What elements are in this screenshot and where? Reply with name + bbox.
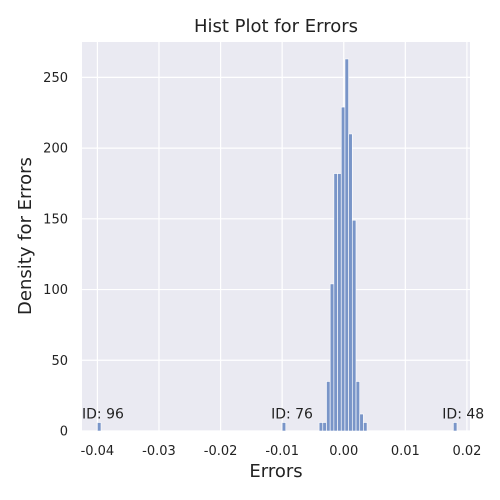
x-tick-label: 0.02 <box>452 444 481 459</box>
histogram-bar <box>348 133 353 432</box>
histogram-bar <box>359 413 364 432</box>
histogram-bar <box>318 422 324 432</box>
x-axis-ticks: -0.04 -0.03 -0.02 -0.01 0.00 0.01 0.02 <box>81 444 482 459</box>
y-tick-label: 0 <box>60 425 68 440</box>
histogram-bar <box>329 283 335 432</box>
x-tick-label: -0.02 <box>204 444 238 459</box>
histogram-bar <box>326 381 331 432</box>
y-tick-label: 50 <box>51 354 68 369</box>
histogram-bar <box>344 58 349 432</box>
x-tick-label: -0.01 <box>265 444 299 459</box>
histogram-bar <box>352 219 357 432</box>
outlier-annotation: ID: 48 <box>442 406 484 422</box>
x-tick-label: -0.04 <box>81 444 115 459</box>
histogram-bar <box>97 422 102 432</box>
outlier-annotation: ID: 76 <box>271 406 313 422</box>
chart-title: Hist Plot for Errors <box>194 16 358 37</box>
x-axis-label: Errors <box>249 461 302 482</box>
histogram-bar <box>453 422 458 432</box>
histogram-bar <box>340 106 346 432</box>
y-tick-label: 250 <box>43 71 68 86</box>
y-axis-ticks: 0 50 100 150 200 250 <box>43 71 68 440</box>
annotations: ID: 96 ID: 76 ID: 48 <box>82 406 484 422</box>
y-tick-label: 100 <box>43 283 68 298</box>
histogram-bar <box>281 422 287 432</box>
x-tick-label: -0.03 <box>142 444 176 459</box>
histogram-bar <box>337 173 342 432</box>
plot-background <box>82 42 470 431</box>
histogram-bar <box>363 422 368 432</box>
outlier-annotation: ID: 96 <box>82 406 124 422</box>
y-axis-label: Density for Errors <box>15 157 36 315</box>
histogram-bar <box>355 381 360 432</box>
y-tick-label: 150 <box>43 212 68 227</box>
x-tick-label: 0.00 <box>329 444 358 459</box>
x-tick-label: 0.01 <box>391 444 420 459</box>
histogram-bar <box>333 173 338 432</box>
histogram-bars <box>97 58 458 432</box>
histogram-bar <box>322 422 327 432</box>
y-tick-label: 200 <box>43 142 68 157</box>
